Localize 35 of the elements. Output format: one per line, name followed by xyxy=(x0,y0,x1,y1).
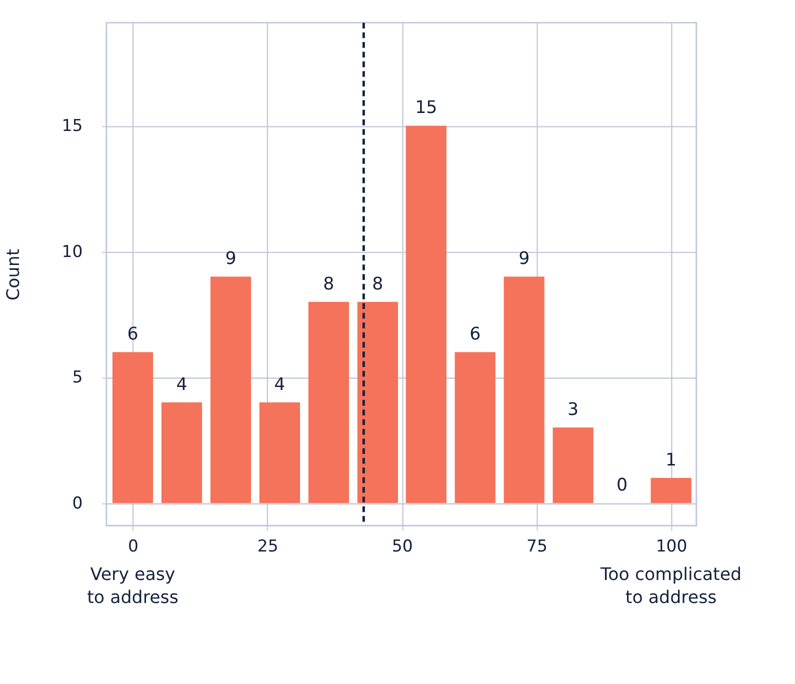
bar xyxy=(552,428,594,503)
data-label: 4 xyxy=(274,374,286,395)
data-label: 9 xyxy=(225,249,236,270)
y-tick-label: 5 xyxy=(72,368,83,387)
y-tick-label: 0 xyxy=(72,493,83,512)
x-tick-label: 0 xyxy=(128,536,138,556)
data-label: 15 xyxy=(415,98,438,118)
data-label: 6 xyxy=(470,324,481,345)
bar xyxy=(308,302,350,503)
bar xyxy=(454,352,496,503)
y-tick-label: 10 xyxy=(62,242,83,261)
bar xyxy=(357,302,398,503)
bar xyxy=(259,402,300,503)
data-label: 6 xyxy=(127,324,138,345)
x-tick-label: 75 xyxy=(526,536,548,556)
x-tick-label: 50 xyxy=(392,536,413,556)
text: Too complicated to address xyxy=(600,564,742,608)
data-label: 3 xyxy=(568,400,579,420)
bar xyxy=(112,352,154,503)
data-label: 9 xyxy=(518,249,530,270)
bar xyxy=(650,478,692,503)
bar xyxy=(406,126,446,503)
bar xyxy=(504,276,544,503)
y-axis-title: Count xyxy=(4,248,24,300)
data-label: 8 xyxy=(372,274,384,294)
x-tick-label: 100 xyxy=(656,536,688,556)
data-label: 1 xyxy=(666,450,677,470)
x-tick-label: 25 xyxy=(257,536,278,556)
bar xyxy=(210,276,252,503)
data-label: 8 xyxy=(323,274,334,294)
data-label: 0 xyxy=(616,475,628,496)
data-label: 4 xyxy=(176,374,188,395)
y-tick-label: 15 xyxy=(62,116,83,136)
bar xyxy=(161,402,202,503)
text: Very easy to address xyxy=(87,564,178,608)
